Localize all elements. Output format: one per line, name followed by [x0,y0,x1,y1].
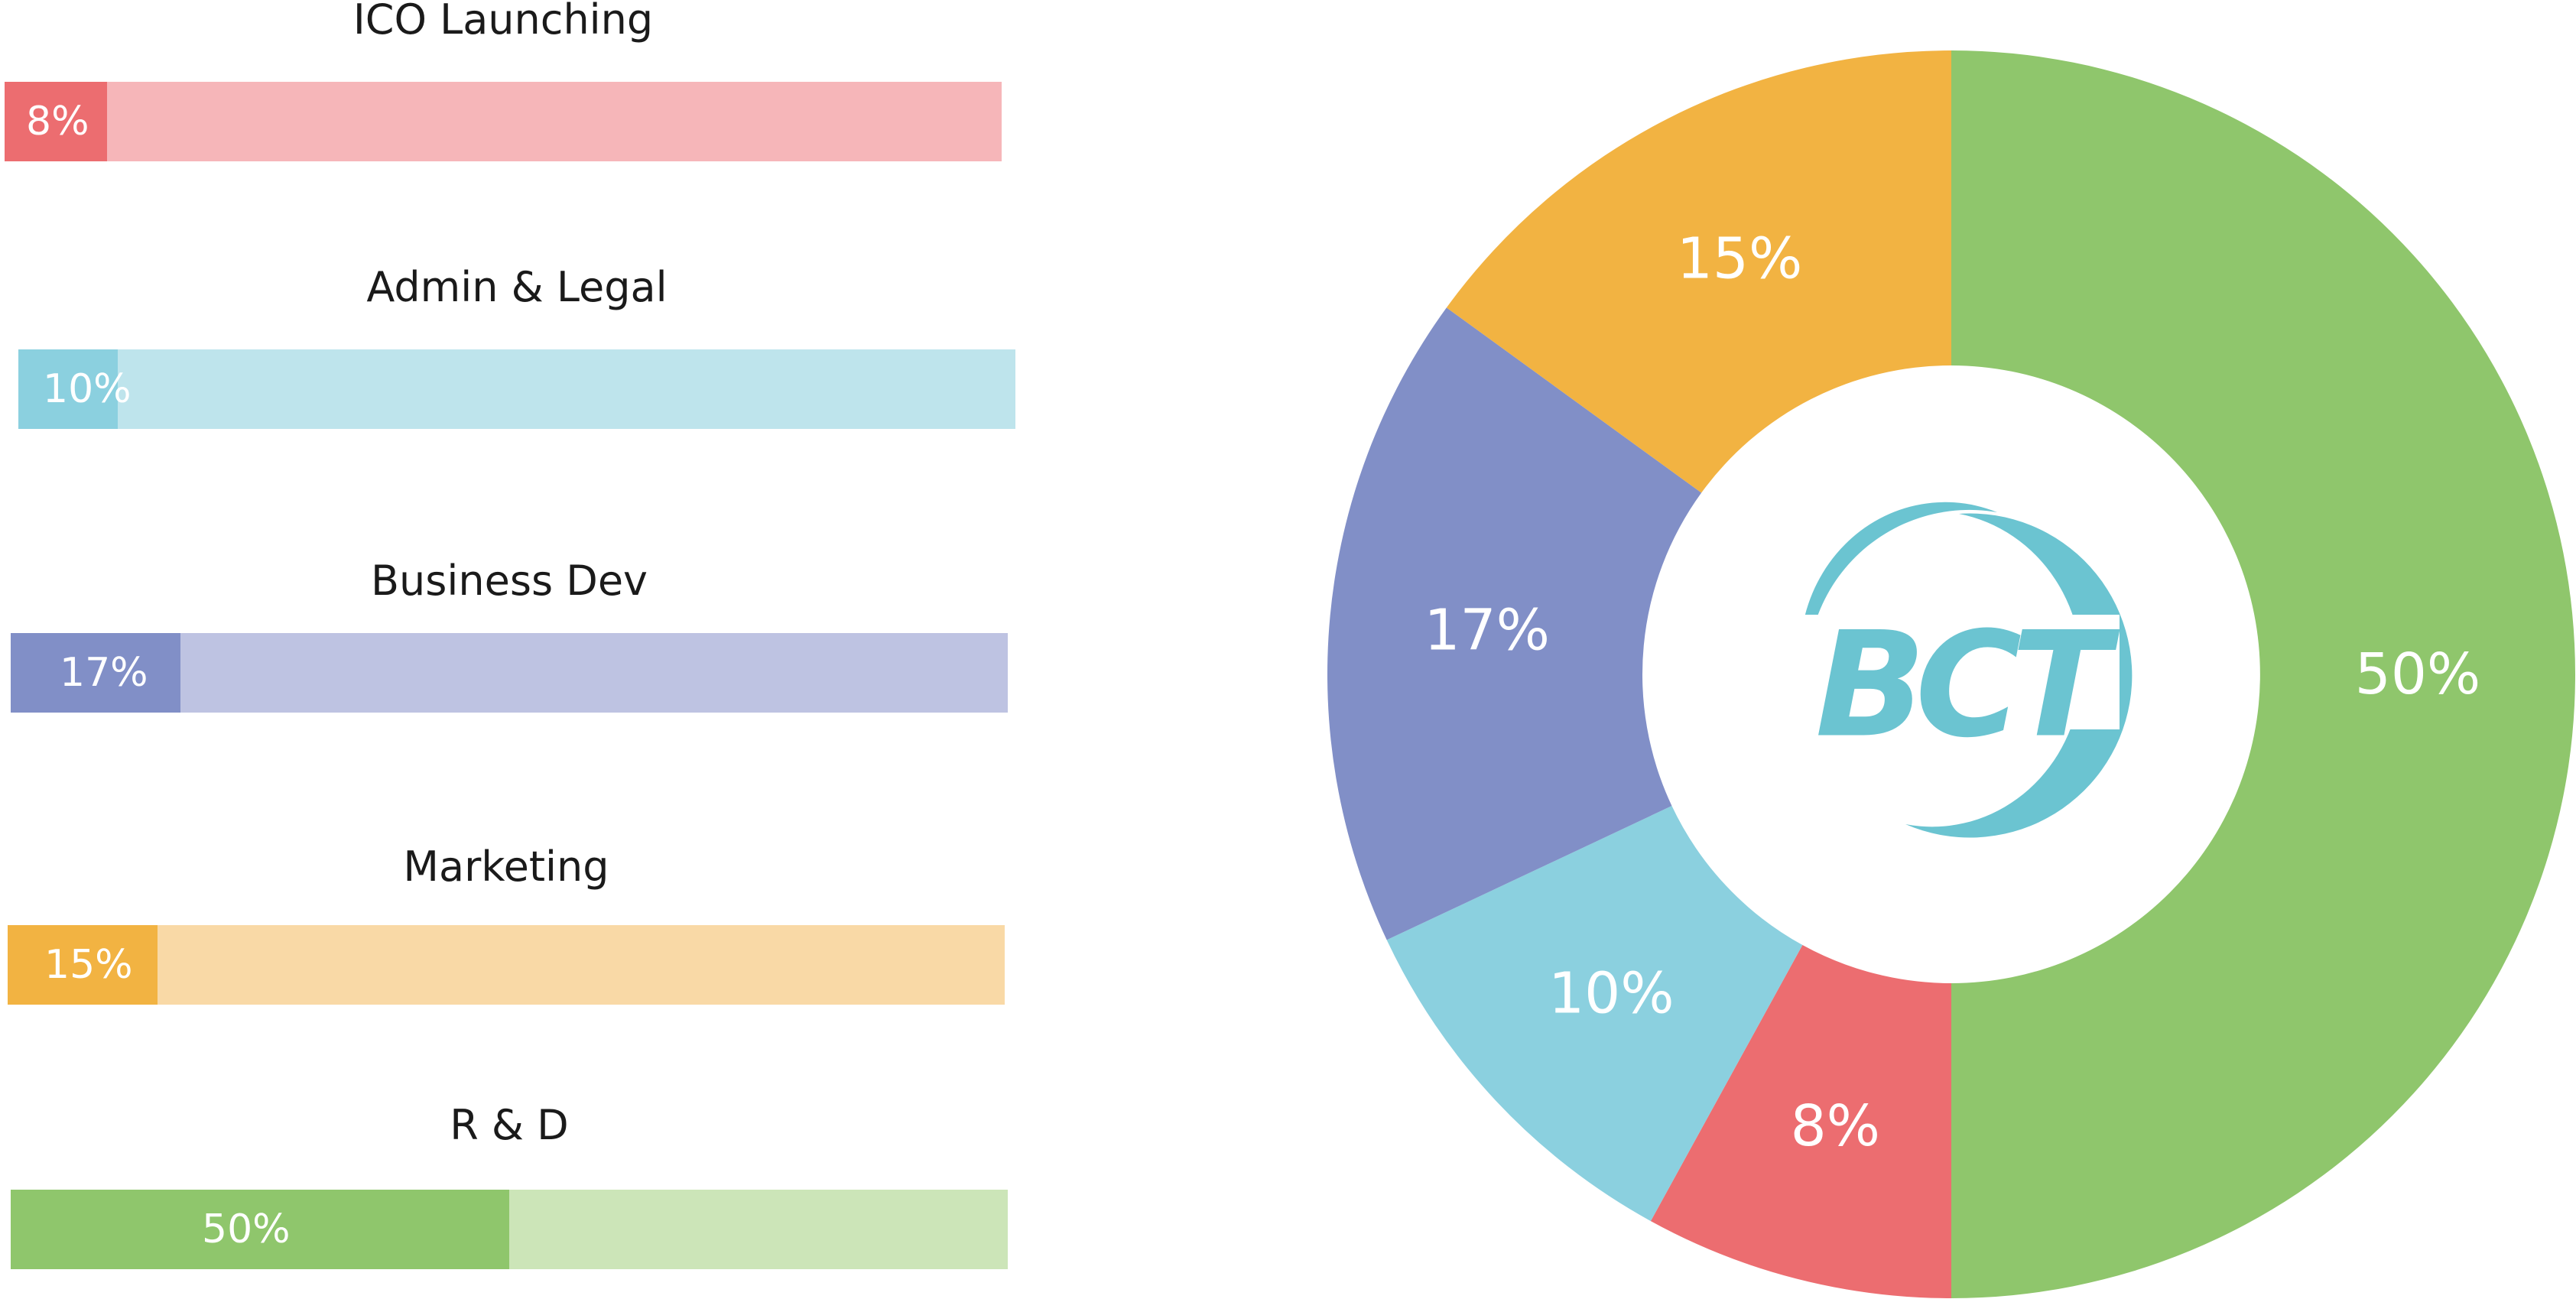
donut-slice-label: 50% [2355,641,2480,707]
donut-slice-label: 15% [1677,226,1802,291]
bar-fill [8,925,158,1005]
bar-fill [5,82,107,161]
bar-track: 8% [5,82,1002,161]
bar-value-label: 8% [26,99,89,145]
donut-slice-label: 17% [1424,598,1549,664]
bar-value-label: 15% [44,942,133,988]
donut-slice-label: 10% [1548,961,1674,1027]
donut-slice [1327,307,1702,940]
bar-value-label: 17% [60,650,148,696]
donut-slice-label: 8% [1791,1093,1880,1159]
bar-title: ICO Launching [352,0,654,44]
donut-slice [1951,50,2575,1298]
bar-title: Marketing [403,843,609,891]
donut-slice [1446,50,1951,493]
bar-fill [18,349,118,429]
budget-donut-chart: 50% 8% 10% 17% 15% BCT [1327,50,2575,1298]
logo-band [1798,615,2120,729]
logo-text: BCT [1815,601,2120,770]
donut-slice [1650,945,1951,1298]
bar-track: 17% [11,633,1008,713]
bar-value-label: 50% [202,1206,291,1252]
bar-title: R & D [450,1101,569,1149]
donut-slice [1386,806,1803,1222]
bar-track: 50% [11,1190,1008,1269]
bar-fill [11,1190,509,1269]
logo-crescent-right [1905,513,2133,838]
bar-title: Business Dev [370,557,648,605]
bar-title: Admin & Legal [366,263,668,311]
bar-value-label: 10% [43,366,132,412]
logo-crescent-left [1800,502,1997,728]
bar-track: 10% [18,349,1015,429]
budget-bar-chart: ICO Launching 8% Admin & Legal 10% Business … [0,0,1040,1299]
bar-track: 15% [8,925,1005,1005]
bar-fill [11,633,180,713]
bct-logo: BCT [1798,502,2133,838]
